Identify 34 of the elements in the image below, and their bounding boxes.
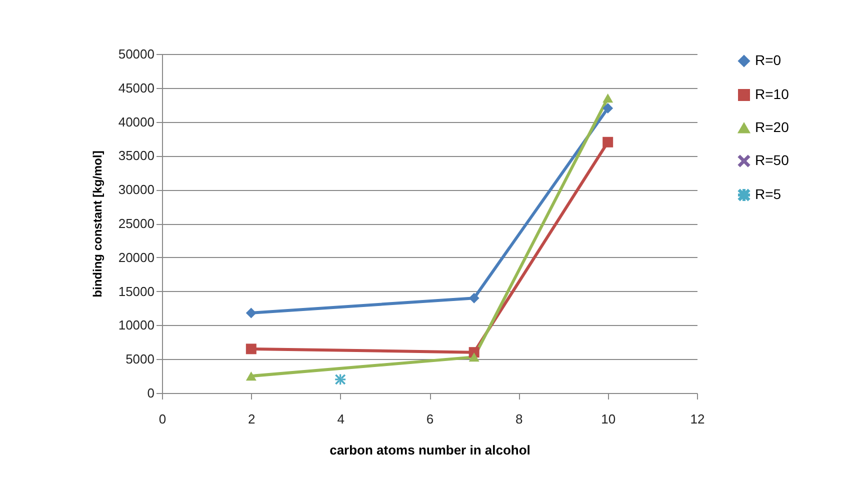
point [468,352,480,362]
point [602,102,614,114]
point [602,136,614,148]
point [335,374,346,385]
x-tick-label: 2 [248,412,256,426]
legend-label: R=50 [755,152,790,168]
x-tick-label: 0 [158,412,166,426]
y-axis-title: binding constant [kg/mol] [90,150,104,298]
y-tick-label: 5000 [126,352,154,367]
point [602,94,614,103]
y-tick-label: 25000 [118,216,154,231]
x-tick-label: 6 [426,412,434,426]
point [246,344,256,354]
x-tick-label: 4 [337,412,344,426]
point [246,372,256,381]
y-tick-label: 40000 [118,114,154,130]
y-tick-label: 0 [147,386,154,400]
x-axis-title: carbon atoms number in alcohol [330,442,530,458]
y-tick-label: 10000 [118,318,154,333]
x-tick-label: 10 [601,412,616,426]
y-tick-label: 50000 [118,46,154,62]
x-tick-label: 8 [516,412,523,426]
y-tick-label: 35000 [118,148,154,164]
y-tick-label: 30000 [118,182,154,198]
legend-label: R=5 [755,186,782,202]
legend-label: R=0 [755,52,782,68]
y-tick-label: 20000 [118,250,154,265]
y-tick-label: 15000 [118,284,154,299]
legend-label: R=10 [755,86,790,102]
point [468,292,480,304]
x-tick-label: 12 [690,412,705,426]
y-tick-label: 45000 [118,80,154,96]
point [246,308,256,318]
legend-label: R=20 [755,119,790,135]
